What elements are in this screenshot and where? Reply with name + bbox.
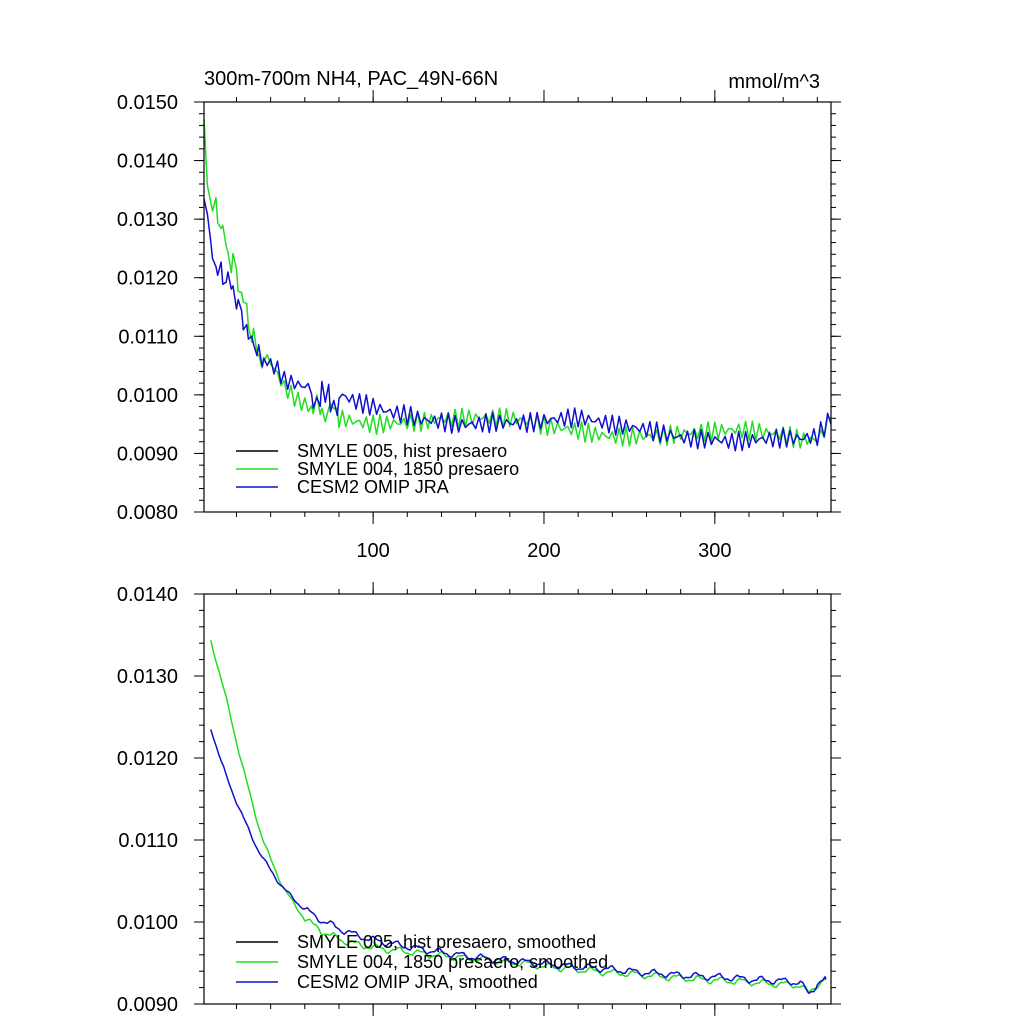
legend-label: SMYLE 005, hist presaero (297, 441, 507, 461)
series-line-3 (203, 198, 832, 452)
series-line-2 (210, 640, 827, 994)
panel-top-units: mmol/m^3 (728, 71, 820, 93)
y-tick-label: 0.0080 (117, 502, 178, 524)
y-tick-label: 0.0100 (117, 912, 178, 934)
x-tick-label: 300 (698, 540, 731, 562)
legend-bottom: SMYLE 005, hist presaero, smoothedSMYLE … (236, 932, 608, 992)
x-tick-label: 100 (356, 540, 389, 562)
y-tick-label: 0.0120 (117, 268, 178, 290)
y-tick-label: 0.0100 (117, 385, 178, 407)
legend-label: CESM2 OMIP JRA (297, 477, 449, 497)
y-tick-label: 0.0090 (117, 994, 178, 1016)
series-line-2 (203, 119, 832, 449)
y-tick-label: 0.0140 (117, 151, 178, 173)
legend-label: SMYLE 004, 1850 presaero, smoothed (297, 952, 608, 972)
y-tick-label: 0.0150 (117, 92, 178, 114)
legend-label: CESM2 OMIP JRA, smoothed (297, 972, 538, 992)
y-tick-label: 0.0090 (117, 443, 178, 465)
y-tick-label: 0.0110 (118, 830, 178, 852)
x-tick-label: 200 (527, 540, 560, 562)
y-tick-label: 0.0110 (118, 326, 178, 348)
panel-bottom: 0.0090 0.0100 0.0110 0.0120 0.0130 0.0140 SMY… (117, 582, 841, 1016)
y-tick-label: 0.0130 (117, 666, 178, 688)
panel-top-title: 300m-700m NH4, PAC_49N-66N (204, 68, 498, 90)
legend-label: SMYLE 004, 1850 presaero (297, 459, 519, 479)
legend-label: SMYLE 005, hist presaero, smoothed (297, 932, 596, 952)
plot-frame-top (203, 101, 832, 513)
y-tick-label: 0.0140 (117, 584, 178, 606)
y-tick-label: 0.0120 (117, 748, 178, 770)
panel-top: 300m-700m NH4, PAC_49N-66N mmol/m^3 0.00… (117, 68, 841, 562)
plot-frame-bottom (203, 593, 832, 1005)
series-line-3 (210, 729, 827, 995)
y-tick-label: 0.0130 (117, 209, 178, 231)
